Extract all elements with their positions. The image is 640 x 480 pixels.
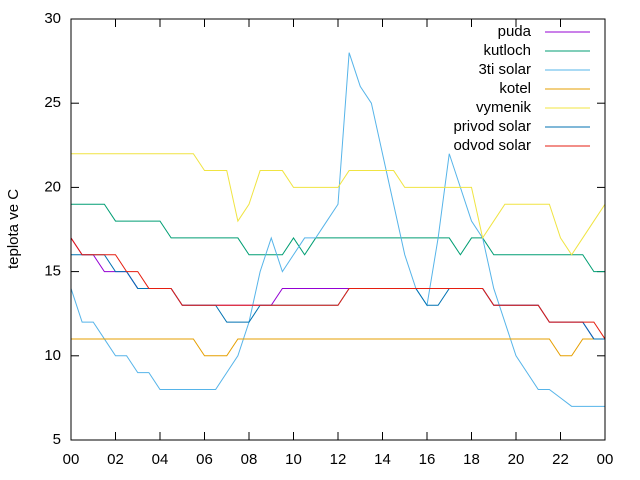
- legend-label: privod solar: [453, 118, 531, 135]
- plot-border: [70, 18, 606, 441]
- x-tick-label: 12: [330, 451, 347, 468]
- y-tick-label: 10: [44, 347, 61, 364]
- y-tick-label: 25: [44, 94, 61, 111]
- y-axis-label: teplota ve C: [5, 189, 22, 269]
- legend-label: kotel: [499, 80, 531, 97]
- y-tick-label: 15: [44, 263, 61, 280]
- x-tick-label: 04: [152, 451, 169, 468]
- x-tick-label: 20: [508, 451, 525, 468]
- series-line: [71, 153, 606, 256]
- legend-label: 3ti solar: [478, 61, 531, 78]
- y-tick-label: 5: [53, 431, 61, 448]
- x-tick-label: 16: [419, 451, 436, 468]
- series-line: [71, 338, 605, 357]
- x-tick-label: 06: [196, 451, 213, 468]
- x-tick-label: 10: [285, 451, 302, 468]
- legend-label: vymenik: [476, 99, 532, 116]
- series-line: [70, 52, 605, 407]
- x-tick-label: 14: [374, 451, 391, 468]
- x-tick-label: 00: [63, 451, 80, 468]
- x-tick-label: 02: [107, 451, 124, 468]
- legend-label: puda: [498, 23, 532, 40]
- y-tick-label: 20: [44, 178, 61, 195]
- x-tick-label: 08: [241, 451, 258, 468]
- legend-label: odvod solar: [453, 137, 531, 154]
- y-tick-label: 30: [44, 10, 61, 27]
- legend-label: kutloch: [483, 42, 531, 59]
- x-tick-label: 22: [552, 451, 569, 468]
- x-tick-label: 18: [463, 451, 480, 468]
- x-tick-label: 00: [597, 451, 614, 468]
- series-line: [70, 237, 606, 340]
- series-line: [71, 203, 605, 273]
